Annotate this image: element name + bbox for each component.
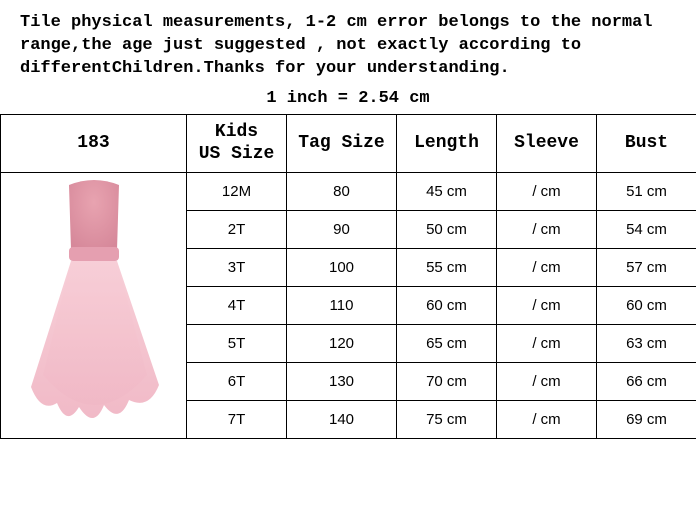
cell-kids-size: 4T xyxy=(187,286,287,324)
cell-sleeve: / cm xyxy=(497,286,597,324)
cell-tag-size: 110 xyxy=(287,286,397,324)
cell-sleeve: / cm xyxy=(497,400,597,438)
cell-length: 50 cm xyxy=(397,210,497,248)
cell-sleeve: / cm xyxy=(497,210,597,248)
cell-bust: 60 cm xyxy=(597,286,696,324)
cell-sleeve: / cm xyxy=(497,248,597,286)
cell-kids-size: 7T xyxy=(187,400,287,438)
col-header-product: 183 xyxy=(1,114,187,172)
inch-conversion: 1 inch = 2.54 cm xyxy=(0,89,696,114)
cell-tag-size: 90 xyxy=(287,210,397,248)
disclaimer-line: range,the age just suggested , not exact… xyxy=(20,35,676,58)
table-header-row: 183 Kids US Size Tag Size Length Sleeve … xyxy=(1,114,696,172)
cell-kids-size: 2T xyxy=(187,210,287,248)
cell-tag-size: 140 xyxy=(287,400,397,438)
cell-length: 70 cm xyxy=(397,362,497,400)
cell-bust: 54 cm xyxy=(597,210,696,248)
size-chart-table: 183 Kids US Size Tag Size Length Sleeve … xyxy=(0,114,696,439)
cell-tag-size: 80 xyxy=(287,172,397,210)
cell-bust: 51 cm xyxy=(597,172,696,210)
cell-length: 75 cm xyxy=(397,400,497,438)
cell-sleeve: / cm xyxy=(497,362,597,400)
col-header-kids-size: Kids US Size xyxy=(187,114,287,172)
cell-bust: 66 cm xyxy=(597,362,696,400)
cell-bust: 63 cm xyxy=(597,324,696,362)
cell-tag-size: 120 xyxy=(287,324,397,362)
cell-bust: 57 cm xyxy=(597,248,696,286)
cell-tag-size: 100 xyxy=(287,248,397,286)
table-row: 12M 80 45 cm / cm 51 cm xyxy=(1,172,696,210)
cell-sleeve: / cm xyxy=(497,172,597,210)
col-header-tag-size: Tag Size xyxy=(287,114,397,172)
cell-length: 60 cm xyxy=(397,286,497,324)
table-body: 12M 80 45 cm / cm 51 cm 2T 90 50 cm / cm… xyxy=(1,172,696,438)
col-header-length: Length xyxy=(397,114,497,172)
cell-length: 45 cm xyxy=(397,172,497,210)
dress-icon xyxy=(19,175,169,435)
cell-length: 65 cm xyxy=(397,324,497,362)
cell-kids-size: 5T xyxy=(187,324,287,362)
disclaimer-line: differentChildren.Thanks for your unders… xyxy=(20,58,676,81)
cell-length: 55 cm xyxy=(397,248,497,286)
cell-kids-size: 6T xyxy=(187,362,287,400)
disclaimer-line: Tile physical measurements, 1-2 cm error… xyxy=(20,12,676,35)
disclaimer-block: Tile physical measurements, 1-2 cm error… xyxy=(0,0,696,89)
col-header-sleeve: Sleeve xyxy=(497,114,597,172)
col-header-bust: Bust xyxy=(597,114,696,172)
cell-sleeve: / cm xyxy=(497,324,597,362)
product-image-cell xyxy=(1,172,187,438)
cell-kids-size: 3T xyxy=(187,248,287,286)
cell-bust: 69 cm xyxy=(597,400,696,438)
cell-kids-size: 12M xyxy=(187,172,287,210)
cell-tag-size: 130 xyxy=(287,362,397,400)
